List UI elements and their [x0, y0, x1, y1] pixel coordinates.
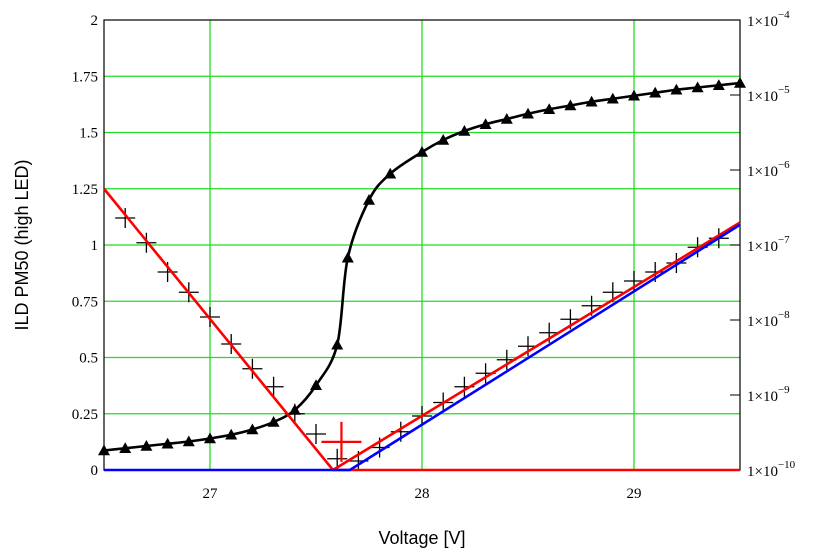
y-tick-label: 1 [91, 238, 99, 254]
series-layer [98, 77, 746, 472]
y2-tick-label: 1×10−7 [747, 234, 790, 255]
x-axis-label: Voltage [V] [378, 528, 465, 548]
grid [104, 19, 740, 471]
series-4 [104, 223, 741, 472]
data-point [119, 442, 132, 454]
data-point [182, 435, 195, 447]
data-point [670, 83, 683, 95]
series-1 [115, 208, 729, 471]
y2-tick-label: 1×10−10 [747, 459, 796, 480]
data-point [522, 107, 534, 119]
data-point [734, 77, 746, 88]
data-point [564, 99, 577, 111]
x-tick-label: 27 [203, 486, 219, 502]
series-0 [98, 77, 746, 456]
data-point [327, 448, 348, 469]
x-tick-label: 28 [415, 486, 430, 502]
y-tick-label: 0.75 [72, 294, 98, 310]
data-point [246, 423, 259, 435]
data-point [204, 432, 216, 444]
data-point [267, 416, 280, 427]
data-point [115, 208, 136, 228]
y-tick-label: 0 [91, 463, 99, 479]
y-tick-label: 1.75 [72, 69, 98, 85]
x-tick-label: 29 [627, 486, 642, 502]
y2-tick-label: 1×10−5 [747, 84, 790, 105]
data-point [606, 92, 619, 104]
data-point [585, 95, 598, 107]
y2-tick-label: 1×10−6 [747, 159, 790, 180]
y-axis-label: ILD PM50 (high LED) [12, 159, 32, 330]
data-point [500, 113, 513, 124]
data-point [416, 146, 428, 157]
data-point [225, 428, 238, 440]
data-point [628, 89, 640, 101]
data-point [321, 421, 362, 462]
data-point [479, 118, 492, 130]
series-line [104, 223, 741, 472]
data-point [712, 79, 725, 91]
y-tick-label: 0.25 [72, 407, 98, 423]
data-point [310, 379, 322, 391]
data-point [98, 444, 110, 456]
y-tick-label: 1.5 [79, 126, 98, 142]
y-tick-label: 1.25 [72, 182, 98, 198]
data-point [363, 194, 375, 205]
y2-tick-label: 1×10−4 [747, 9, 790, 30]
data-point [242, 358, 263, 379]
data-point [691, 81, 704, 93]
series-3 [332, 221, 741, 472]
y-tick-label: 0.5 [79, 351, 98, 367]
y2-tick-label: 1×10−9 [747, 384, 790, 405]
y2-tick-label: 1×10−8 [747, 309, 790, 330]
data-point [140, 440, 153, 451]
y-tick-label: 2 [91, 13, 99, 29]
series-5 [321, 421, 362, 462]
data-point [161, 437, 174, 449]
data-point [306, 424, 326, 444]
data-point [384, 167, 397, 179]
data-point [341, 251, 354, 263]
data-point [437, 134, 450, 145]
data-point [458, 125, 471, 136]
data-point [263, 376, 284, 397]
data-point [649, 86, 662, 98]
data-point [543, 103, 556, 115]
data-point [666, 253, 687, 273]
series-line [332, 221, 741, 472]
data-point [331, 338, 344, 350]
